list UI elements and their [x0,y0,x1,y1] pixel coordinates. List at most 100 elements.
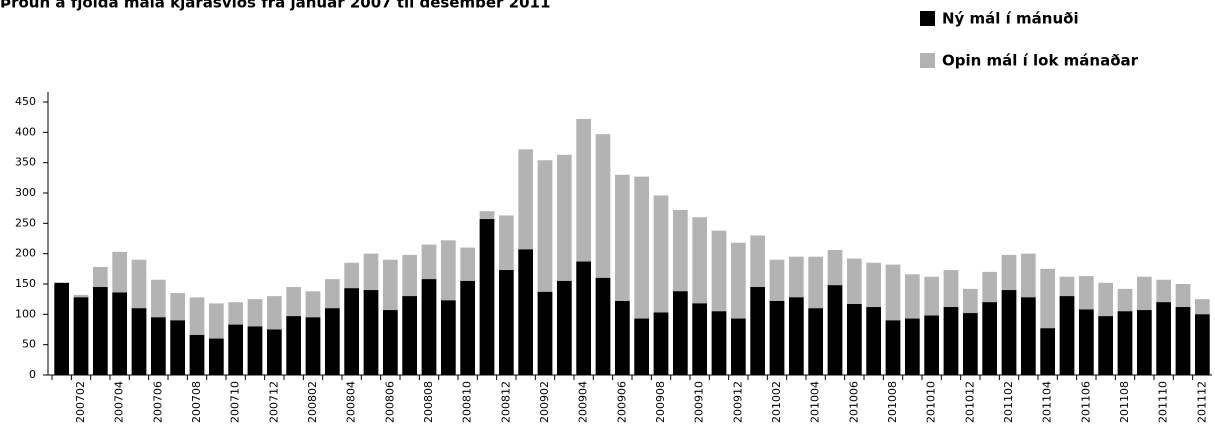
y-tick-label: 450 [15,95,36,108]
x-tick-label: 200810 [461,381,474,423]
legend-swatch [920,53,935,68]
bar [962,313,978,375]
x-tick-label: 201104 [1041,381,1054,423]
x-tick-label: 201110 [1157,381,1170,423]
bar [382,310,398,375]
bar [266,329,282,375]
y-tick-label: 0 [29,368,36,381]
legend-swatch [920,11,935,26]
x-tick-label: 201012 [963,381,976,423]
chart-title: Þróun á fjölda mála kjarasviðs frá janúa… [0,0,550,12]
bar [653,312,669,375]
bar [556,280,572,375]
bar [750,287,766,375]
legend-label: Ný mál í mánuði [942,10,1079,28]
x-tick-label: 201006 [847,381,860,423]
bar [518,249,534,375]
bar [286,316,302,375]
x-tick-label: 201112 [1195,381,1208,423]
y-tick-label: 200 [15,247,36,260]
bar [808,308,824,375]
x-tick-label: 200804 [345,381,358,423]
x-tick-label: 200702 [74,381,87,423]
bar [189,334,205,375]
bar [344,288,360,375]
bar [576,261,592,375]
x-tick-label: 200908 [654,381,667,423]
bar [73,297,89,375]
x-tick-label: 200904 [577,381,590,423]
x-tick-label: 201010 [925,381,938,423]
bar [827,285,843,375]
bar [982,302,998,375]
x-tick-label: 200802 [306,381,319,423]
x-tick-label: 201008 [886,381,899,423]
bar [247,326,263,375]
bar [92,287,108,375]
y-tick-label: 150 [15,277,36,290]
bar [1175,307,1191,375]
bar [1001,290,1017,375]
x-tick-label: 200808 [422,381,435,423]
bar [595,277,611,375]
legend-label: Opin mál í lok mánaðar [942,52,1139,70]
bar [498,270,514,375]
bar [1117,311,1133,375]
x-tick-label: 200712 [267,381,280,423]
x-tick-label: 201106 [1079,381,1092,423]
bar [537,291,553,375]
bar [54,282,70,375]
bar [904,318,920,375]
bar [885,320,901,375]
bar [1059,296,1075,375]
bar [692,303,708,375]
bar [440,300,456,375]
y-tick-label: 100 [15,307,36,320]
x-tick-label: 200710 [229,381,242,423]
x-tick-label: 201108 [1118,381,1131,423]
bar [305,317,321,375]
bar [324,308,340,375]
x-tick-label: 200704 [113,381,126,423]
x-tick-label: 200912 [731,381,744,423]
x-tick-label: 200906 [615,381,628,423]
bar [1020,297,1036,375]
bar [634,318,650,375]
bar [131,308,147,375]
bar [170,320,186,375]
bar [460,280,476,375]
y-tick-label: 400 [15,125,36,138]
bar [421,279,437,375]
x-tick-label: 200708 [190,381,203,423]
bar [614,300,630,375]
x-tick-label: 200706 [151,381,164,423]
bar [363,290,379,375]
y-tick-label: 250 [15,216,36,229]
bar [402,296,418,375]
bar [1194,314,1210,375]
x-tick-label: 201002 [770,381,783,423]
x-tick-label: 200902 [538,381,551,423]
x-tick-label: 201004 [809,381,822,423]
bar [769,300,785,375]
bar [846,304,862,375]
bar [112,292,128,375]
y-tick-label: 350 [15,156,36,169]
bar [672,291,688,375]
bar [150,317,166,375]
bar [866,307,882,375]
y-tick-label: 300 [15,186,36,199]
bar [788,297,804,375]
bar [479,219,495,375]
bar [1078,309,1094,375]
x-tick-label: 201102 [1002,381,1015,423]
bar [924,315,940,375]
bar [1098,316,1114,375]
x-tick-label: 200910 [693,381,706,423]
bar [228,324,244,375]
bar [943,307,959,375]
x-tick-label: 200806 [383,381,396,423]
bar [1156,302,1172,375]
x-tick-label: 200812 [499,381,512,423]
